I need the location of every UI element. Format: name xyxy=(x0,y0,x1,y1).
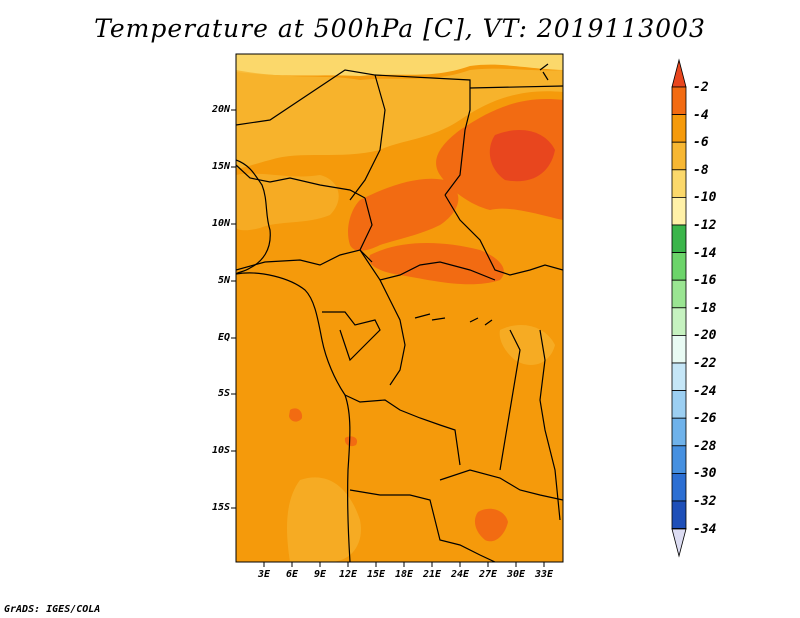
colorbar-segment xyxy=(671,252,687,281)
colorbar-label: -22 xyxy=(693,356,717,371)
lon-label: 6E xyxy=(285,569,299,580)
border-gabon xyxy=(322,311,381,362)
temperature-field xyxy=(236,54,563,562)
lat-label: 10N xyxy=(211,218,230,229)
border-angola-drc xyxy=(344,394,461,466)
border-zambia xyxy=(439,469,563,501)
lat-label: 5N xyxy=(217,275,230,286)
field-warm-spot xyxy=(344,436,358,447)
colorbar-label: -16 xyxy=(693,273,717,289)
colorbar-label: -14 xyxy=(693,245,717,261)
colorbar-label: -12 xyxy=(693,218,717,233)
lat-label: 15S xyxy=(211,502,230,513)
lat-ticks xyxy=(231,109,236,509)
colorbar-segment xyxy=(671,390,687,419)
lat-label: 5S xyxy=(217,388,230,399)
lon-label: 18E xyxy=(394,569,414,580)
lon-label: 12E xyxy=(338,569,358,580)
colorbar-segment xyxy=(671,362,687,392)
border-sahel xyxy=(236,164,366,199)
border-egypt xyxy=(469,85,563,89)
colorbar-label: -6 xyxy=(693,135,709,151)
colorbar-bottom-arrow xyxy=(671,528,687,558)
lon-ticks xyxy=(263,562,545,567)
political-boundaries xyxy=(236,63,563,562)
field-warmest-ne xyxy=(489,130,555,182)
field-mid-north xyxy=(236,68,563,169)
colorbar-label: -26 xyxy=(693,411,717,427)
lon-label: 24E xyxy=(450,569,470,580)
colorbar-segment xyxy=(671,224,687,254)
border-car xyxy=(359,197,496,281)
field-light-west xyxy=(236,173,339,231)
colorbar-label: -8 xyxy=(693,162,709,178)
border-east-congo xyxy=(499,329,521,471)
colorbar-label: -18 xyxy=(693,300,717,316)
colorbar-label: -28 xyxy=(693,438,717,454)
colorbar-segment xyxy=(671,334,687,364)
lon-label: 21E xyxy=(422,569,442,580)
colorbar-top-arrow xyxy=(671,58,687,88)
colorbar-label: -2 xyxy=(693,80,709,95)
lat-label: 20N xyxy=(211,104,230,115)
border-angola-namibia xyxy=(349,489,496,562)
lon-label: 27E xyxy=(478,569,498,580)
colorbar-label: -10 xyxy=(693,190,717,206)
colorbar-segment xyxy=(671,445,687,474)
map-title: Temperature at 500hPa [C], VT: 201911300… xyxy=(94,14,706,43)
coastline-west xyxy=(236,159,271,275)
colorbar-label: -4 xyxy=(693,107,709,123)
lon-label: 33E xyxy=(534,569,554,580)
colorbar-label: -32 xyxy=(693,494,717,509)
lon-label: 9E xyxy=(313,569,327,580)
field-warm-central xyxy=(348,178,459,251)
grads-credit: GrADS: IGES/COLA xyxy=(4,604,101,615)
colorbar-segment xyxy=(671,86,687,116)
colorbar xyxy=(671,58,687,558)
colorbar-label: -24 xyxy=(693,383,717,399)
border-chad-sudan xyxy=(374,74,471,196)
border-congo xyxy=(379,279,406,386)
colorbar-segment xyxy=(671,169,687,198)
colorbar-label: -30 xyxy=(693,466,717,482)
border-east-lakes xyxy=(539,329,561,521)
colorbar-segment xyxy=(671,114,687,143)
border-south-sudan xyxy=(444,194,563,276)
colorbar-segment xyxy=(671,279,687,309)
coast-red-sea xyxy=(539,63,549,81)
lat-label: 10S xyxy=(211,445,230,456)
lon-label: 3E xyxy=(257,569,271,580)
lat-label: EQ xyxy=(217,332,230,343)
colorbar-segment xyxy=(671,141,687,171)
river-congo xyxy=(414,313,493,326)
lat-label: 15N xyxy=(211,161,230,172)
coastline-southwest xyxy=(236,272,351,562)
field-light-sw xyxy=(287,477,361,562)
colorbar-segment xyxy=(671,307,687,336)
field-cool-top xyxy=(236,54,563,76)
colorbar-label: -34 xyxy=(693,521,717,537)
colorbar-segment xyxy=(671,196,687,226)
field-warm-spot xyxy=(289,408,303,422)
map-frame xyxy=(235,53,564,563)
field-warm-se xyxy=(474,508,508,542)
colorbar-segment xyxy=(671,500,687,530)
lon-label: 30E xyxy=(506,569,526,580)
lon-label: 15E xyxy=(366,569,386,580)
colorbar-label: -20 xyxy=(693,328,717,344)
colorbar-segment xyxy=(671,417,687,447)
colorbar-segment xyxy=(671,472,687,502)
